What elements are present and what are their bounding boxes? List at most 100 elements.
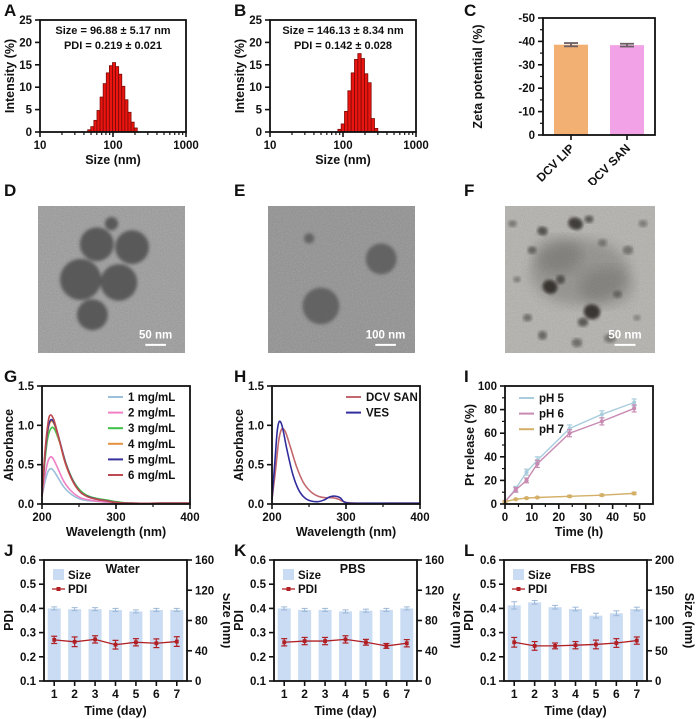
tick-label: 80 bbox=[484, 405, 497, 417]
tick-label: 10 bbox=[249, 82, 262, 94]
legend-label: pH 5 bbox=[539, 393, 565, 405]
tick-label: 0.5 bbox=[248, 460, 265, 472]
x-axis-label: Time (day) bbox=[84, 704, 146, 718]
tem-aggregates bbox=[508, 215, 648, 348]
tick-label: 1000 bbox=[403, 140, 429, 152]
data-point bbox=[632, 406, 637, 411]
aggregate-blob bbox=[638, 220, 648, 228]
histogram-bar bbox=[367, 82, 372, 133]
legend-label: Size bbox=[68, 570, 91, 582]
chart-svg: 50 nm bbox=[505, 206, 655, 353]
legend-label: PDI bbox=[298, 584, 317, 596]
tick-label: 20 bbox=[19, 37, 32, 49]
panel-f: F 50 nm bbox=[460, 180, 700, 366]
tem-particles bbox=[302, 233, 397, 325]
nanoparticle bbox=[76, 299, 108, 331]
legend-marker bbox=[286, 587, 291, 591]
y-axis-label: Pt release (%) bbox=[463, 404, 477, 486]
tick-label: 0 bbox=[529, 130, 535, 142]
category-label: DCV LIP bbox=[534, 141, 577, 184]
pdi-marker bbox=[154, 641, 159, 646]
pdi-marker bbox=[52, 637, 57, 642]
pdi-marker bbox=[512, 640, 517, 645]
pdi-marker bbox=[134, 640, 138, 645]
x-axis-label: Size (nm) bbox=[315, 153, 371, 167]
tick-label: 1.5 bbox=[18, 381, 35, 393]
legend-label: pH 7 bbox=[539, 424, 564, 436]
tick-label: 20 bbox=[249, 37, 262, 49]
x-axis-label: Time (day) bbox=[544, 704, 606, 718]
tick-label: 3 bbox=[322, 687, 329, 701]
tem-noise bbox=[268, 206, 415, 353]
legend-label: PDI bbox=[68, 584, 87, 596]
tick-label: 10 bbox=[34, 140, 47, 152]
aggregate-blob bbox=[533, 236, 582, 273]
legend-marker bbox=[516, 587, 521, 591]
tick-label: 1.5 bbox=[248, 381, 265, 393]
tick-label: 0.4 bbox=[20, 603, 37, 615]
aggregate-blob bbox=[513, 276, 521, 283]
tick-label: 40 bbox=[484, 452, 497, 464]
panel-letter: K bbox=[234, 541, 247, 560]
medium-title: FBS bbox=[570, 562, 595, 576]
histogram-bar bbox=[127, 111, 132, 133]
chart-svg: 0.1 0.2 0.3 0.4 0.5 0.6 PDI 0 40 80 120 160 Size (nm… bbox=[2, 555, 234, 718]
pdi-marker bbox=[323, 639, 327, 643]
tick-label: 50 bbox=[655, 646, 668, 658]
tick-label: 0 bbox=[256, 127, 262, 139]
scale-bar-label: 50 nm bbox=[608, 329, 641, 341]
panel-l: L 0.1 0.2 0.3 0.4 0.5 0.6 PDI 0 50 100 150 200 Size (… bbox=[460, 540, 700, 719]
medium-title: PBS bbox=[340, 562, 366, 576]
legend-swatch bbox=[283, 569, 294, 580]
tick-label: 7 bbox=[633, 687, 640, 701]
pdi-marker bbox=[404, 641, 409, 646]
x-axis-label: Wavelength (nm) bbox=[296, 525, 396, 539]
legend-label: Size bbox=[298, 570, 321, 582]
legend-label: pH 6 bbox=[539, 409, 564, 421]
y-axis-label: Zeta potential (%) bbox=[471, 24, 485, 128]
spectrum-curve bbox=[271, 427, 420, 505]
tick-label: 120 bbox=[425, 585, 444, 597]
nanoparticle bbox=[365, 243, 397, 275]
tick-label: 100 bbox=[478, 381, 497, 393]
pdi-marker bbox=[532, 644, 537, 648]
legend-label: 3 mg/mL bbox=[128, 423, 175, 435]
aggregate-blob bbox=[508, 220, 517, 227]
tick-label: 200 bbox=[262, 512, 281, 524]
panel-letter: H bbox=[234, 367, 247, 386]
pdi-marker bbox=[282, 640, 287, 645]
medium-title: Water bbox=[106, 562, 140, 576]
tick-label: 4 bbox=[112, 687, 119, 701]
panel-g: G 0.0 0.5 1.0 1.5 Absorbance 200 300 400 Waveleng… bbox=[0, 366, 230, 542]
tick-label: 0.5 bbox=[250, 579, 267, 591]
chart-svg: 100 nm bbox=[268, 206, 415, 353]
histogram-bar bbox=[370, 118, 375, 133]
data-point bbox=[513, 487, 518, 492]
aggregate-blob bbox=[537, 226, 548, 236]
pdi-marker bbox=[343, 637, 348, 642]
legend-marker bbox=[56, 587, 61, 591]
panel-letter: C bbox=[464, 1, 477, 20]
x-axis-label: Wavelength (nm) bbox=[66, 525, 166, 539]
tick-label: 7 bbox=[173, 687, 180, 701]
tick-label: 20 bbox=[484, 475, 497, 487]
legend-label: DCV SAN bbox=[366, 392, 418, 404]
pdi-marker bbox=[384, 644, 389, 648]
tick-label: 0.5 bbox=[480, 579, 497, 591]
tick-label: -20 bbox=[518, 83, 535, 95]
panel-h-chart: 0.0 0.5 1.0 1.5 Absorbance 200 300 400 Wavelengt… bbox=[230, 366, 460, 542]
tick-label: 0.5 bbox=[18, 460, 35, 472]
histogram-bar bbox=[108, 65, 113, 133]
tick-label: 5 bbox=[133, 687, 140, 701]
panel-i: I 0 20 40 60 80 100 Pt release (%) 0 10 20 30 40 50 Ti… bbox=[460, 366, 700, 542]
legend-label: PDI bbox=[528, 584, 547, 596]
tick-label: 4 bbox=[572, 687, 579, 701]
aggregate-blob bbox=[584, 215, 594, 223]
tick-label: 30 bbox=[579, 512, 592, 524]
data-point bbox=[535, 461, 540, 466]
data-point bbox=[632, 400, 637, 405]
tick-label: 0.3 bbox=[20, 628, 36, 640]
tick-label: 1 bbox=[281, 687, 288, 701]
tick-label: 0 bbox=[491, 499, 497, 511]
panel-h: H 0.0 0.5 1.0 1.5 Absorbance 200 300 400 Waveleng… bbox=[230, 366, 460, 542]
